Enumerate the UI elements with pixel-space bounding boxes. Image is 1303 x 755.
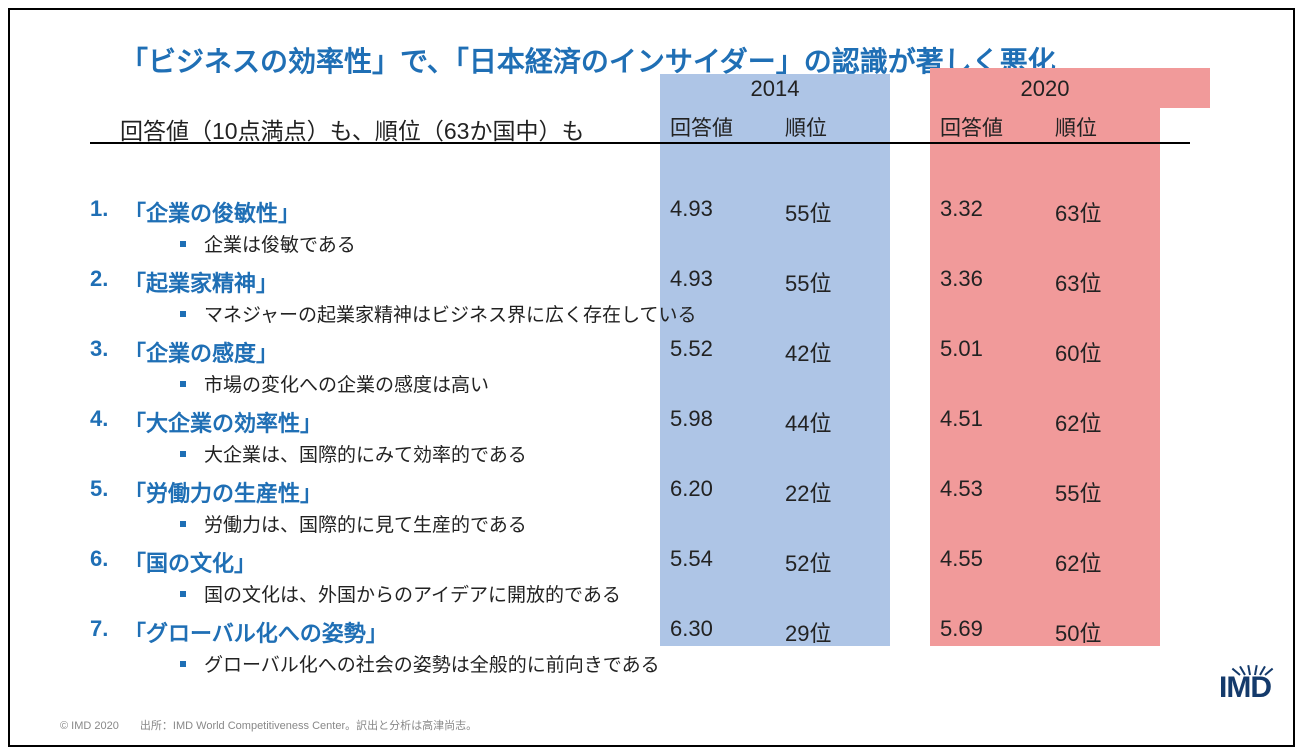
bullet-icon xyxy=(180,451,186,457)
cell-2014-rank: 55位 xyxy=(785,196,880,228)
row-subtext: 労働力は、国際的に見て生産的である xyxy=(180,510,527,537)
row-subtext: 大企業は、国際的にみて効率的である xyxy=(180,440,527,467)
row-subtext-text: グローバル化への社会の姿勢は全般的に前向きである xyxy=(204,655,660,676)
row-subtext: マネジャーの起業家精神はビジネス界に広く存在している xyxy=(180,300,696,327)
content-area: 回答値（10点満点）も、順位（63か国中）も 2014 2020 回答値 順位 … xyxy=(90,112,1223,686)
footer-copyright: © IMD 2020 xyxy=(60,720,119,732)
table-row: 4. 「大企業の効率性」大企業は、国際的にみて効率的である 5.98 44位 4.51 6… xyxy=(90,406,1223,476)
footer: © IMD 2020 出所：IMD World Competitiveness … xyxy=(60,717,477,733)
row-number: 2. xyxy=(90,266,108,292)
row-number: 7. xyxy=(90,616,108,642)
bullet-icon xyxy=(180,661,186,667)
row-subtext-text: 労働力は、国際的に見て生産的である xyxy=(204,515,527,536)
cell-2020-score: 3.36 xyxy=(940,266,1045,292)
row-subtext-text: 大企業は、国際的にみて効率的である xyxy=(204,445,527,466)
row-subtext-text: 企業は俊敏である xyxy=(204,235,356,256)
cell-2020-score: 4.53 xyxy=(940,476,1045,502)
row-subtext: 市場の変化への企業の感度は高い xyxy=(180,370,489,397)
cell-2020-score: 5.69 xyxy=(940,616,1045,642)
table-row: 6. 「国の文化」国の文化は、外国からのアイデアに開放的である 5.54 52位 4.5… xyxy=(90,546,1223,616)
row-subtext: 国の文化は、外国からのアイデアに開放的である xyxy=(180,580,621,607)
col-headers-2014: 回答値 順位 xyxy=(660,112,890,142)
row-label: 「労働力の生産性」 xyxy=(124,476,322,508)
row-subtext: グローバル化への社会の姿勢は全般的に前向きである xyxy=(180,650,660,677)
imd-logo-text: IMD xyxy=(1219,671,1271,704)
cell-2020-score: 4.51 xyxy=(940,406,1045,432)
row-number: 6. xyxy=(90,546,108,572)
year-header-2020: 2020 xyxy=(930,76,1160,102)
cell-2014-rank: 55位 xyxy=(785,266,880,298)
cell-2014-rank: 22位 xyxy=(785,476,880,508)
table-row: 2. 「起業家精神」マネジャーの起業家精神はビジネス界に広く存在している 4.93 5… xyxy=(90,266,1223,336)
table-row: 5. 「労働力の生産性」労働力は、国際的に見て生産的である 6.20 22位 4.53 5… xyxy=(90,476,1223,546)
cell-2014-score: 5.54 xyxy=(670,546,775,572)
row-number: 1. xyxy=(90,196,108,222)
footer-source: 出所：IMD World Competitiveness Center。訳出と分… xyxy=(140,720,477,732)
col-header-score: 回答値 xyxy=(930,112,1045,142)
slide-frame: 「ビジネスの効率性」で、「日本経済のインサイダー」の認識が著しく悪化 回答値（1… xyxy=(8,8,1295,747)
row-number: 5. xyxy=(90,476,108,502)
bullet-icon xyxy=(180,241,186,247)
col-header-score: 回答値 xyxy=(660,112,775,142)
col-header-rank: 順位 xyxy=(1045,112,1160,142)
cell-2020-rank: 50位 xyxy=(1055,616,1150,648)
cell-2020-rank: 63位 xyxy=(1055,196,1150,228)
cell-2014-score: 4.93 xyxy=(670,196,775,222)
row-number: 3. xyxy=(90,336,108,362)
cell-2020-score: 5.01 xyxy=(940,336,1045,362)
cell-2014-score: 6.30 xyxy=(670,616,775,642)
imd-logo-rays-icon xyxy=(1237,657,1267,675)
row-subtext-text: 市場の変化への企業の感度は高い xyxy=(204,375,489,396)
cell-2014-score: 5.52 xyxy=(670,336,775,362)
table-rows: 1. 「企業の俊敏性」企業は俊敏である 4.93 55位 3.32 63位 2. 「起業家精神… xyxy=(90,152,1223,686)
table-row: 3. 「企業の感度」市場の変化への企業の感度は高い 5.52 42位 5.01 60位 xyxy=(90,336,1223,406)
bullet-icon xyxy=(180,591,186,597)
cell-2020-rank: 62位 xyxy=(1055,406,1150,438)
row-subtext-text: 国の文化は、外国からのアイデアに開放的である xyxy=(204,585,621,606)
row-subtext-text: マネジャーの起業家精神はビジネス界に広く存在している xyxy=(204,305,696,326)
cell-2020-rank: 55位 xyxy=(1055,476,1150,508)
cell-2020-rank: 60位 xyxy=(1055,336,1150,368)
row-label: 「起業家精神」 xyxy=(124,266,278,298)
row-label: 「企業の俊敏性」 xyxy=(124,196,300,228)
row-label: 「グローバル化への姿勢」 xyxy=(124,616,388,648)
imd-logo: IMD xyxy=(1219,671,1271,705)
year-header-2014: 2014 xyxy=(660,76,890,102)
bullet-icon xyxy=(180,311,186,317)
table-row: 7. 「グローバル化への姿勢」グローバル化への社会の姿勢は全般的に前向きである 6.… xyxy=(90,616,1223,686)
row-label: 「国の文化」 xyxy=(124,546,256,578)
col-headers-2020: 回答値 順位 xyxy=(930,112,1160,142)
cell-2014-score: 5.98 xyxy=(670,406,775,432)
cell-2014-rank: 42位 xyxy=(785,336,880,368)
cell-2014-rank: 29位 xyxy=(785,616,880,648)
cell-2020-rank: 63位 xyxy=(1055,266,1150,298)
col-header-rank: 順位 xyxy=(775,112,890,142)
cell-2014-rank: 52位 xyxy=(785,546,880,578)
bullet-icon xyxy=(180,381,186,387)
cell-2020-score: 3.32 xyxy=(940,196,1045,222)
row-subtext: 企業は俊敏である xyxy=(180,230,356,257)
cell-2020-score: 4.55 xyxy=(940,546,1045,572)
cell-2014-score: 4.93 xyxy=(670,266,775,292)
bullet-icon xyxy=(180,521,186,527)
table-row: 1. 「企業の俊敏性」企業は俊敏である 4.93 55位 3.32 63位 xyxy=(90,196,1223,266)
row-label: 「大企業の効率性」 xyxy=(124,406,322,438)
row-number: 4. xyxy=(90,406,108,432)
header-rule xyxy=(90,142,1190,144)
row-label: 「企業の感度」 xyxy=(124,336,278,368)
cell-2014-score: 6.20 xyxy=(670,476,775,502)
cell-2020-rank: 62位 xyxy=(1055,546,1150,578)
cell-2014-rank: 44位 xyxy=(785,406,880,438)
